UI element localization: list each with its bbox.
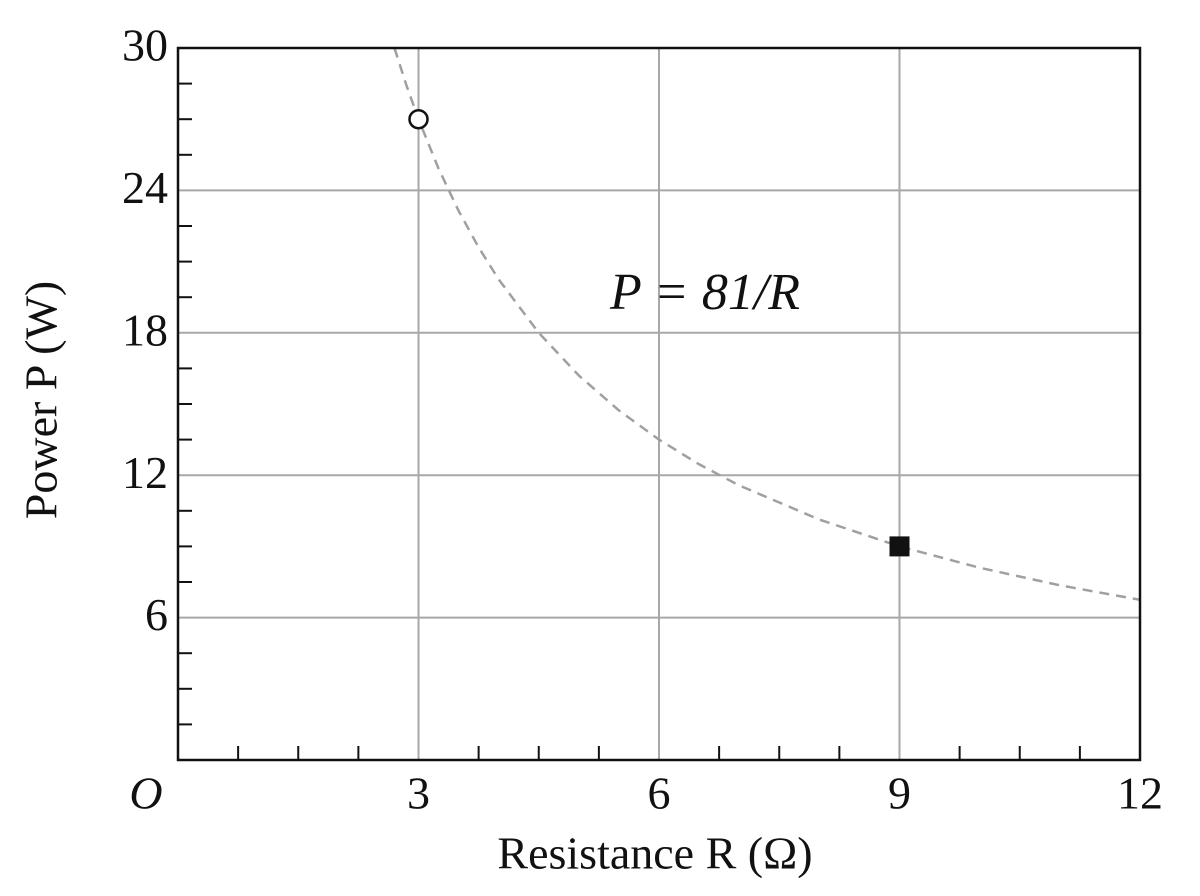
point-open (408, 108, 429, 130)
x-tick-label: 9 (888, 768, 911, 819)
annotation: P = 81/R (609, 264, 800, 321)
y-tick-label: 18 (122, 304, 168, 355)
plot-frame (176, 46, 1142, 762)
y-tick-label: 24 (122, 162, 168, 213)
plot-layer: 3 6 9 12 6 12 18 24 30 (122, 20, 1163, 819)
x-axis-label: Resistance R (Ω) (497, 828, 812, 879)
y-axis-label: Power P (W) (16, 281, 67, 519)
x-tick-label: 6 (648, 768, 671, 819)
point-filled (889, 536, 910, 557)
x-tick-label: 12 (1117, 768, 1163, 819)
y-tick-label: 30 (122, 20, 168, 71)
x-tick-label: 3 (407, 768, 430, 819)
curve (393, 48, 1140, 602)
y-tick-label: 12 (122, 447, 168, 498)
origin-label: O (129, 768, 162, 819)
y-tick-label: 6 (145, 589, 168, 640)
